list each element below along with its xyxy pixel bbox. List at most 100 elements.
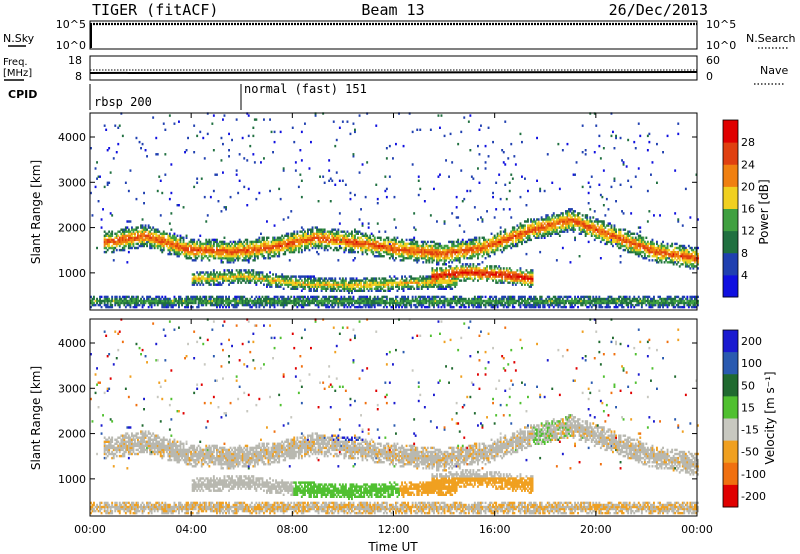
power-cell bbox=[196, 252, 199, 256]
power-cell bbox=[203, 248, 206, 252]
power-cell bbox=[272, 151, 274, 154]
power-cell bbox=[165, 244, 168, 248]
power-cell bbox=[103, 295, 106, 299]
power-cell bbox=[146, 238, 148, 242]
power-cell bbox=[250, 273, 253, 276]
power-cell bbox=[290, 295, 293, 299]
power-cell bbox=[460, 169, 463, 172]
power-cell bbox=[176, 255, 179, 258]
power-cell bbox=[197, 303, 200, 307]
power-cell bbox=[247, 299, 250, 303]
power-cell bbox=[143, 240, 145, 244]
power-cell bbox=[196, 181, 199, 184]
power-cell bbox=[159, 242, 162, 246]
power-cell bbox=[140, 244, 142, 248]
power-cell bbox=[217, 248, 220, 252]
power-cell bbox=[273, 303, 276, 307]
power-cell bbox=[240, 273, 243, 276]
power-cell bbox=[112, 248, 115, 252]
power-cell bbox=[197, 248, 200, 252]
power-cell bbox=[352, 295, 355, 299]
power-cell bbox=[150, 297, 153, 301]
power-cell bbox=[463, 116, 466, 119]
power-cell bbox=[153, 242, 156, 246]
power-cell bbox=[455, 303, 458, 307]
power-cell bbox=[223, 240, 226, 244]
power-cell bbox=[237, 246, 240, 250]
power-cell bbox=[433, 187, 435, 191]
power-cell bbox=[111, 234, 114, 237]
power-cell bbox=[225, 244, 227, 248]
power-cell bbox=[212, 303, 215, 307]
power-cell bbox=[516, 269, 519, 272]
power-cell bbox=[463, 230, 466, 233]
power-cell bbox=[231, 259, 233, 262]
power-cell bbox=[293, 230, 296, 233]
power-cell bbox=[226, 303, 229, 307]
power-cell bbox=[214, 279, 217, 282]
power-cell bbox=[328, 159, 331, 162]
power-cell bbox=[182, 244, 185, 248]
power-cell bbox=[155, 153, 158, 156]
power-cell bbox=[263, 283, 265, 286]
power-cell bbox=[153, 246, 156, 250]
power-cell bbox=[258, 191, 261, 195]
power-cell bbox=[429, 128, 432, 131]
power-cell bbox=[143, 232, 145, 235]
power-cell bbox=[155, 230, 158, 233]
power-cell bbox=[229, 244, 232, 248]
power-cell bbox=[167, 303, 170, 307]
power-cell bbox=[152, 244, 155, 248]
power-cell bbox=[300, 159, 303, 162]
power-cell bbox=[402, 144, 405, 148]
power-cell bbox=[124, 226, 127, 229]
power-cell bbox=[206, 248, 209, 252]
power-cell bbox=[158, 230, 161, 233]
power-cell bbox=[238, 255, 241, 258]
power-cell bbox=[393, 259, 396, 262]
power-cell bbox=[167, 297, 170, 301]
power-cell bbox=[235, 297, 238, 301]
power-cell bbox=[153, 299, 156, 303]
power-cell bbox=[504, 120, 507, 123]
power-cell bbox=[216, 277, 218, 280]
power-cell bbox=[222, 240, 224, 244]
power-cell bbox=[208, 238, 211, 242]
power-cell bbox=[127, 236, 130, 239]
power-cell bbox=[106, 295, 109, 299]
power-cell bbox=[193, 259, 196, 262]
power-cell bbox=[162, 238, 165, 242]
power-cell bbox=[228, 277, 230, 280]
power-cell bbox=[246, 242, 249, 246]
power-cell bbox=[235, 275, 238, 278]
power-cell bbox=[232, 255, 235, 258]
power-cell bbox=[185, 295, 188, 299]
power-cell bbox=[232, 273, 235, 276]
power-cell bbox=[267, 236, 270, 239]
power-cell bbox=[519, 267, 522, 270]
power-cell bbox=[199, 248, 202, 252]
power-cell bbox=[105, 297, 108, 301]
power-cell bbox=[237, 259, 240, 262]
power-cell bbox=[211, 303, 214, 307]
power-cell bbox=[90, 299, 92, 303]
power-cell bbox=[219, 273, 221, 276]
power-cell bbox=[231, 138, 233, 142]
power-cell bbox=[167, 301, 170, 305]
power-cell bbox=[120, 232, 123, 235]
power-cell bbox=[197, 255, 200, 258]
power-cell bbox=[106, 303, 109, 307]
power-cell bbox=[225, 208, 227, 211]
power-cell bbox=[185, 244, 188, 248]
power-cell bbox=[188, 240, 191, 244]
power-cell bbox=[141, 303, 144, 307]
power-cell bbox=[206, 244, 209, 248]
power-cell bbox=[127, 301, 130, 305]
power-cell bbox=[521, 140, 523, 144]
power-cell bbox=[212, 189, 215, 193]
power-cell bbox=[170, 242, 173, 246]
power-cell bbox=[167, 246, 170, 250]
power-cell bbox=[234, 303, 237, 307]
power-cell bbox=[184, 242, 186, 246]
power-cell bbox=[175, 244, 177, 248]
